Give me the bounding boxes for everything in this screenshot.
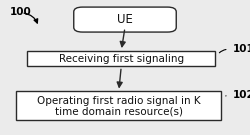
Text: UE: UE bbox=[117, 13, 133, 26]
Text: 102: 102 bbox=[232, 90, 250, 100]
FancyBboxPatch shape bbox=[28, 51, 215, 67]
Text: Operating first radio signal in K: Operating first radio signal in K bbox=[37, 96, 200, 106]
Text: 100: 100 bbox=[10, 7, 32, 17]
Text: Receiving first signaling: Receiving first signaling bbox=[59, 54, 184, 64]
FancyBboxPatch shape bbox=[16, 92, 221, 120]
Text: 101: 101 bbox=[232, 44, 250, 54]
Text: time domain resource(s): time domain resource(s) bbox=[55, 107, 183, 117]
FancyBboxPatch shape bbox=[74, 7, 176, 32]
